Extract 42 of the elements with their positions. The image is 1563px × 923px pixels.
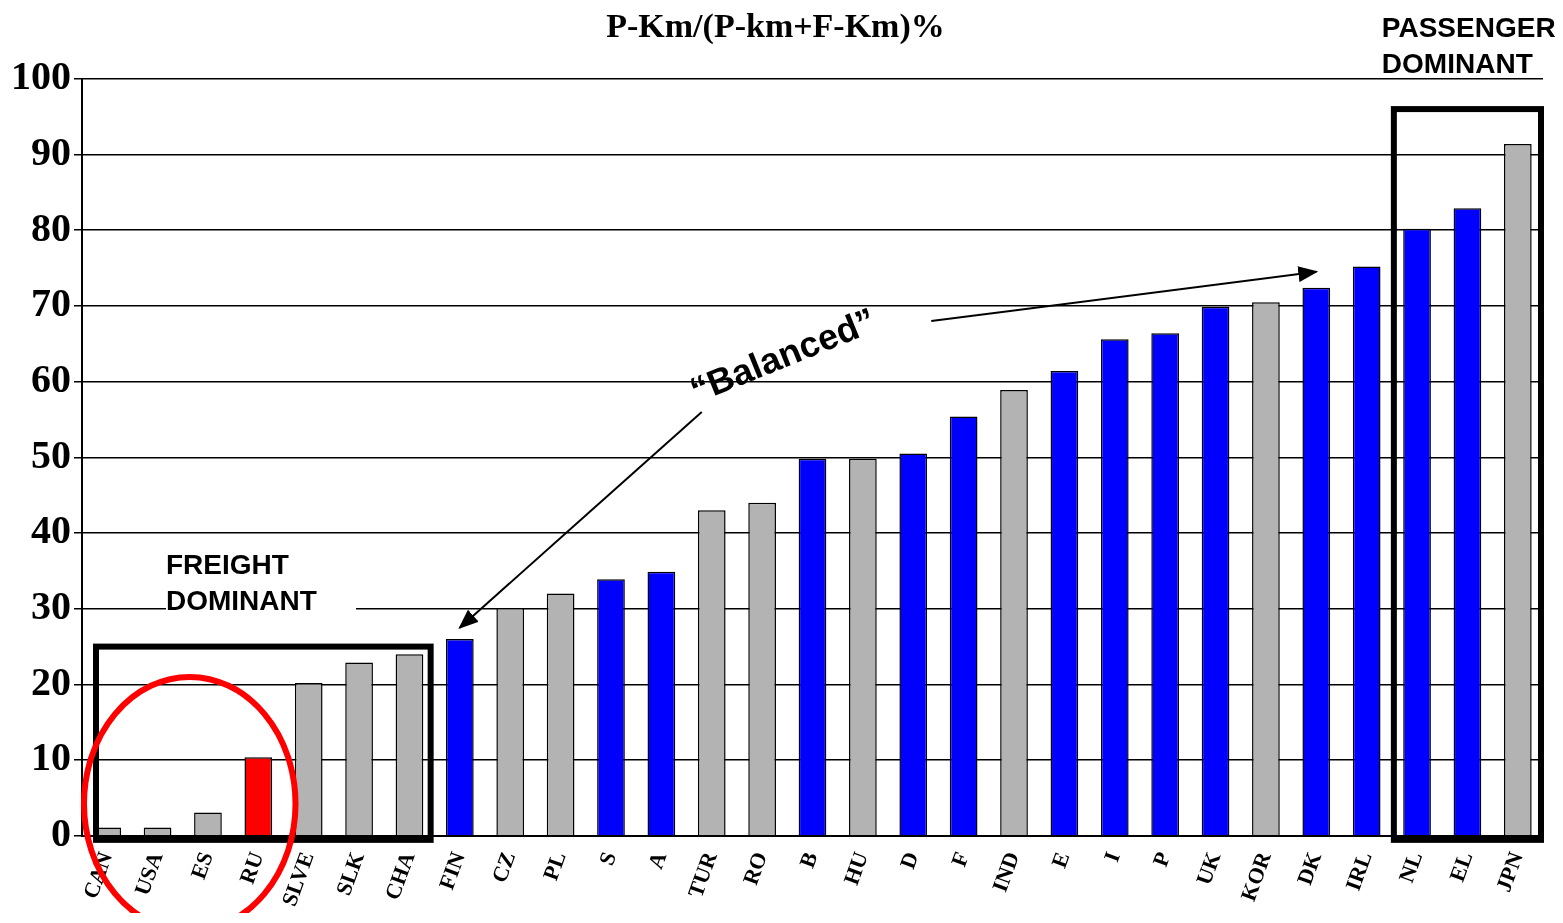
y-tick-label: 70	[31, 280, 71, 326]
x-tick-label: FIN	[433, 848, 470, 893]
x-tick-label: B	[794, 848, 823, 871]
x-tick-label: SLK	[330, 848, 370, 899]
x-tick-label: JPN	[1490, 848, 1528, 895]
x-tick-label: PL	[537, 848, 571, 884]
y-tick-label: 100	[11, 53, 71, 99]
x-tick-label: CHA	[379, 848, 420, 903]
x-tick-label: D	[894, 848, 924, 872]
x-tick-label: EL	[1443, 848, 1478, 885]
y-tick-label: 90	[31, 128, 71, 174]
x-tick-label: P	[1147, 848, 1176, 870]
x-tick-label: IND	[986, 848, 1025, 895]
annotation: PASSENGER DOMINANT	[1381, 11, 1557, 81]
x-tick-label: SLVE	[276, 848, 319, 910]
y-tick-label: 0	[51, 810, 71, 856]
x-tick-label: I	[1098, 848, 1125, 866]
x-tick-label: RO	[737, 848, 773, 889]
x-tick-label: TUR	[682, 847, 723, 901]
x-tick-label: KOR	[1235, 847, 1277, 905]
x-tick-label: ES	[185, 848, 218, 883]
x-tick-label: F	[945, 848, 974, 870]
x-tick-label: NL	[1393, 848, 1428, 886]
x-tick-label: HU	[838, 848, 873, 889]
y-tick-label: 20	[31, 658, 71, 704]
x-tick-label: UK	[1190, 848, 1226, 889]
x-tick-label: CZ	[486, 848, 521, 886]
x-tick-label: S	[593, 848, 622, 869]
x-tick-label: E	[1045, 848, 1075, 871]
annotation: FREIGHT DOMINANT	[166, 546, 356, 619]
chart-title: P-Km/(P-km+F-Km)%	[606, 7, 945, 46]
y-tick-label: 60	[31, 355, 71, 401]
x-tick-label: USA	[129, 848, 168, 899]
y-tick-label: 30	[31, 583, 71, 629]
y-tick-label: 80	[31, 204, 71, 250]
y-tick-label: 50	[31, 431, 71, 477]
x-tick-label: A	[642, 848, 672, 872]
x-tick-label: DK	[1291, 848, 1327, 889]
y-tick-label: 10	[31, 734, 71, 780]
x-tick-label: RU	[234, 848, 269, 887]
y-tick-label: 40	[31, 507, 71, 553]
x-tick-label: IRL	[1339, 848, 1377, 894]
